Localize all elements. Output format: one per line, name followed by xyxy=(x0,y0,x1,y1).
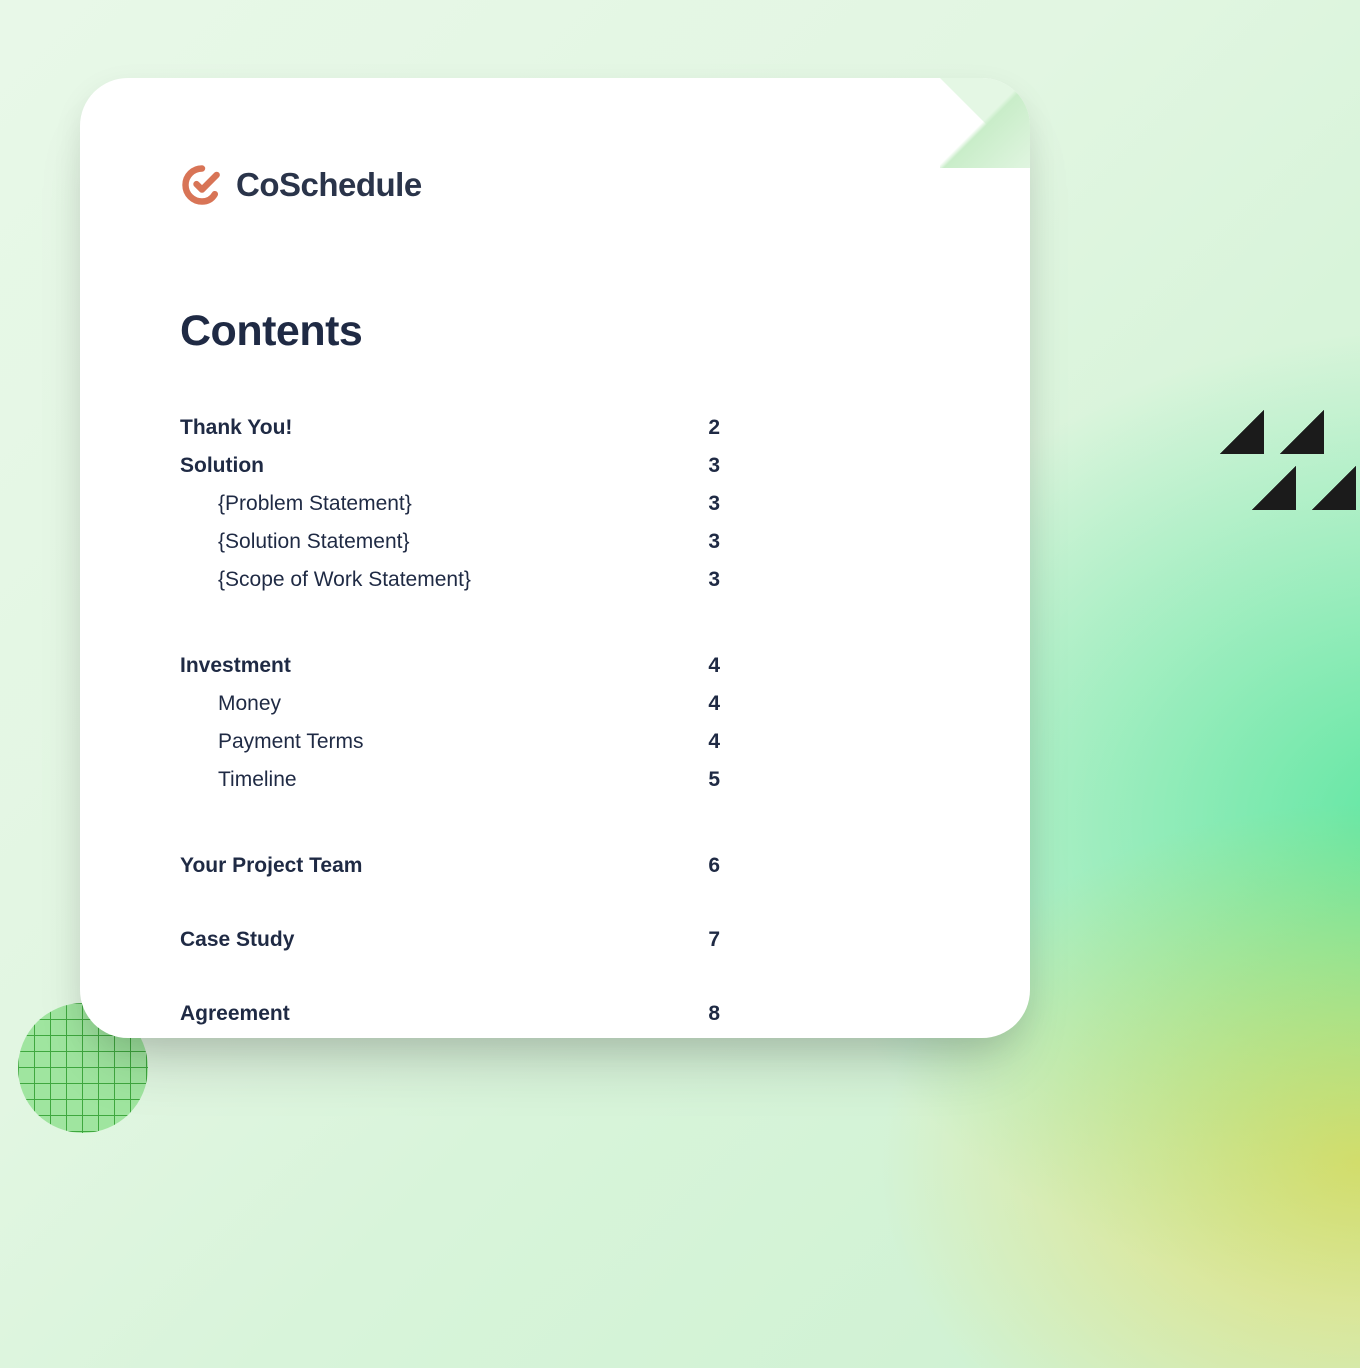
toc-page-number: 7 xyxy=(696,928,720,952)
toc-gap xyxy=(180,966,720,1002)
toc-label: Agreement xyxy=(180,1002,696,1026)
toc-label: {Solution Statement} xyxy=(180,530,696,554)
toc-label: {Scope of Work Statement} xyxy=(180,568,696,592)
toc-page-number: 3 xyxy=(696,454,720,478)
toc-gap xyxy=(180,806,720,854)
toc-label: Investment xyxy=(180,654,696,678)
toc-page-number: 3 xyxy=(696,568,720,592)
toc-page-number: 6 xyxy=(696,854,720,878)
toc-page-number: 4 xyxy=(696,730,720,754)
toc-row: Payment Terms4 xyxy=(180,730,720,754)
toc-label: Payment Terms xyxy=(180,730,696,754)
toc-gap xyxy=(180,606,720,654)
toc-row: {Scope of Work Statement}3 xyxy=(180,568,720,592)
table-of-contents: Thank You!2Solution3{Problem Statement}3… xyxy=(180,416,720,1026)
brand: CoSchedule xyxy=(180,163,930,207)
toc-gap xyxy=(180,892,720,928)
right-decoration xyxy=(1220,410,1360,530)
document-page: CoSchedule Contents Thank You!2Solution3… xyxy=(80,78,1030,1038)
brand-name: CoSchedule xyxy=(236,166,422,204)
toc-label: Money xyxy=(180,692,696,716)
toc-row: Thank You!2 xyxy=(180,416,720,440)
toc-page-number: 5 xyxy=(696,768,720,792)
toc-row: Case Study7 xyxy=(180,928,720,952)
toc-row: {Solution Statement}3 xyxy=(180,530,720,554)
toc-row: Money4 xyxy=(180,692,720,716)
toc-row: Timeline5 xyxy=(180,768,720,792)
toc-row: Agreement8 xyxy=(180,1002,720,1026)
toc-row: Your Project Team6 xyxy=(180,854,720,878)
toc-page-number: 3 xyxy=(696,492,720,516)
toc-label: Timeline xyxy=(180,768,696,792)
toc-page-number: 2 xyxy=(696,416,720,440)
toc-label: Thank You! xyxy=(180,416,696,440)
toc-page-number: 4 xyxy=(696,654,720,678)
toc-page-number: 8 xyxy=(696,1002,720,1026)
coschedule-logo-icon xyxy=(180,163,224,207)
toc-page-number: 4 xyxy=(696,692,720,716)
toc-row: {Problem Statement}3 xyxy=(180,492,720,516)
toc-label: Solution xyxy=(180,454,696,478)
page-title: Contents xyxy=(180,307,930,356)
toc-label: Your Project Team xyxy=(180,854,696,878)
toc-label: {Problem Statement} xyxy=(180,492,696,516)
toc-page-number: 3 xyxy=(696,530,720,554)
toc-row: Solution3 xyxy=(180,454,720,478)
toc-row: Investment4 xyxy=(180,654,720,678)
toc-label: Case Study xyxy=(180,928,696,952)
